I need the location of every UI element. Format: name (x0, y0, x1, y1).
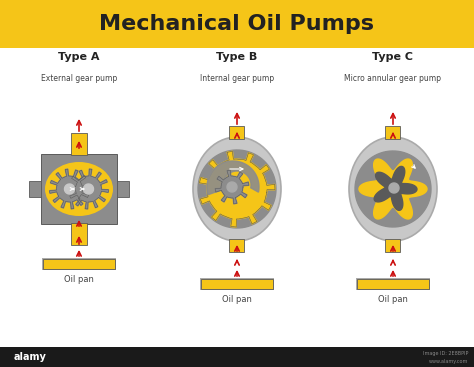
Polygon shape (356, 152, 430, 226)
Bar (385, 126, 401, 139)
Ellipse shape (45, 162, 113, 216)
Polygon shape (83, 184, 93, 194)
Polygon shape (374, 166, 417, 210)
Text: Type C: Type C (373, 52, 413, 62)
Text: Mechanical Oil Pumps: Mechanical Oil Pumps (100, 14, 374, 34)
Text: Oil pan: Oil pan (64, 275, 94, 284)
Bar (0, 347, 474, 367)
Bar (41, 154, 117, 224)
Polygon shape (69, 169, 109, 209)
Text: www.alamy.com: www.alamy.com (428, 359, 468, 363)
Text: Oil pan: Oil pan (222, 295, 252, 304)
Bar (201, 279, 273, 289)
Ellipse shape (193, 137, 281, 241)
Ellipse shape (349, 137, 437, 241)
Bar (229, 239, 245, 252)
Bar (29, 181, 41, 197)
Polygon shape (227, 182, 237, 192)
Polygon shape (50, 169, 90, 209)
Bar (43, 259, 115, 269)
Text: Micro annular gear pump: Micro annular gear pump (345, 74, 441, 83)
Text: Type B: Type B (216, 52, 258, 62)
Text: Type A: Type A (58, 52, 100, 62)
Text: External gear pump: External gear pump (41, 74, 117, 83)
Text: alamy: alamy (14, 352, 47, 362)
Text: Internal gear pump: Internal gear pump (200, 74, 274, 83)
Bar (117, 181, 129, 197)
Bar (71, 223, 87, 245)
Bar (42, 258, 116, 270)
Text: Oil pan: Oil pan (378, 295, 408, 304)
Bar (200, 278, 274, 290)
Bar (357, 279, 429, 289)
Bar (71, 133, 87, 155)
Polygon shape (200, 151, 275, 227)
Polygon shape (355, 151, 431, 227)
Bar (356, 278, 430, 290)
Bar (385, 239, 401, 252)
Polygon shape (198, 150, 276, 228)
Bar (229, 126, 245, 139)
Polygon shape (215, 170, 249, 204)
Bar (0, 0, 474, 48)
Polygon shape (389, 183, 399, 193)
Polygon shape (359, 159, 427, 219)
Text: Image ID: 2E8BPIP: Image ID: 2E8BPIP (423, 352, 468, 356)
Polygon shape (207, 161, 259, 195)
Polygon shape (64, 184, 74, 194)
